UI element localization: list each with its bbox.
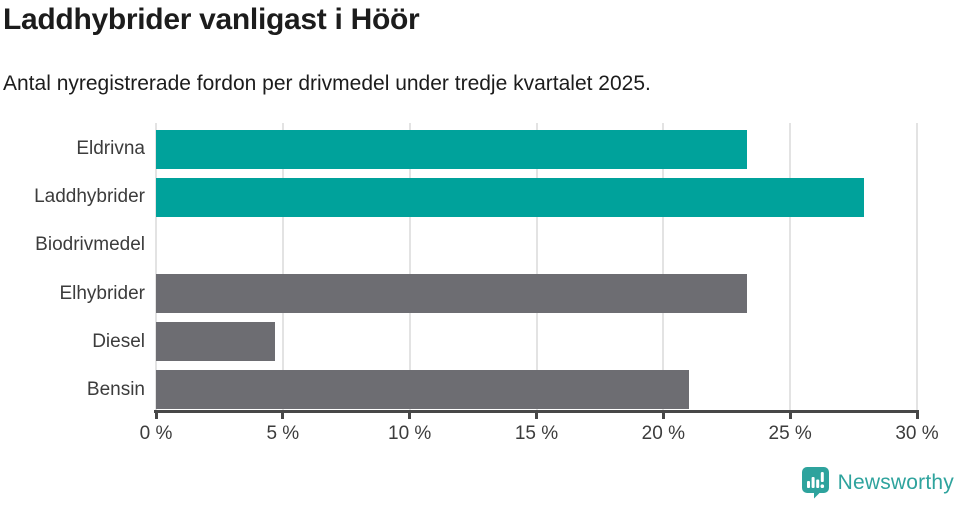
x-axis-tick xyxy=(661,413,665,419)
bar-bensin xyxy=(156,370,689,410)
bar-elhybrider xyxy=(156,274,748,313)
category-label-eldrivna: Eldrivna xyxy=(76,138,145,159)
gridline xyxy=(662,123,665,412)
category-label-elhybrider: Elhybrider xyxy=(59,282,145,304)
bar-eldrivna xyxy=(156,129,748,169)
x-axis-tick-label: 20 % xyxy=(641,423,685,444)
newsworthy-logo-text: Newsworthy xyxy=(837,470,954,494)
category-label-laddhybrider: Laddhybrider xyxy=(34,186,145,208)
newsworthy-logo: Newsworthy xyxy=(801,466,954,499)
x-axis-tick xyxy=(154,413,158,419)
x-axis-tick-label: 25 % xyxy=(768,423,812,444)
gridline xyxy=(535,123,538,412)
bar-diesel xyxy=(156,322,276,362)
x-axis-tick-label: 0 % xyxy=(139,423,173,444)
x-axis-tick xyxy=(788,413,792,419)
category-label-diesel: Diesel xyxy=(92,330,145,352)
chart-title: Laddhybrider vanligast i Höör xyxy=(3,3,420,36)
chart-subtitle: Antal nyregistrerade fordon per drivmede… xyxy=(3,72,651,95)
gridline xyxy=(789,123,792,412)
plot-area xyxy=(155,123,918,412)
x-axis-tick xyxy=(915,413,919,419)
x-axis-tick-label: 30 % xyxy=(895,423,939,444)
x-axis-tick-label: 5 % xyxy=(266,423,300,444)
x-axis-tick xyxy=(408,413,412,419)
gridline xyxy=(916,123,918,412)
x-axis-line xyxy=(154,410,919,413)
category-label-biodrivmedel: Biodrivmedel xyxy=(35,234,145,256)
y-axis-labels: Eldrivna Laddhybrider Biodrivmedel Elhybrid… xyxy=(0,123,145,412)
gridline xyxy=(281,123,284,412)
gridline xyxy=(408,123,411,412)
bar-laddhybrider xyxy=(156,177,864,217)
category-label-bensin: Bensin xyxy=(86,378,145,400)
x-axis-tick xyxy=(281,413,285,419)
newsworthy-logo-icon xyxy=(801,467,829,499)
x-axis-tick-label: 15 % xyxy=(514,423,559,444)
gridline xyxy=(155,123,157,412)
x-axis-tick xyxy=(535,413,538,419)
x-axis-tick-label: 10 % xyxy=(388,423,432,444)
